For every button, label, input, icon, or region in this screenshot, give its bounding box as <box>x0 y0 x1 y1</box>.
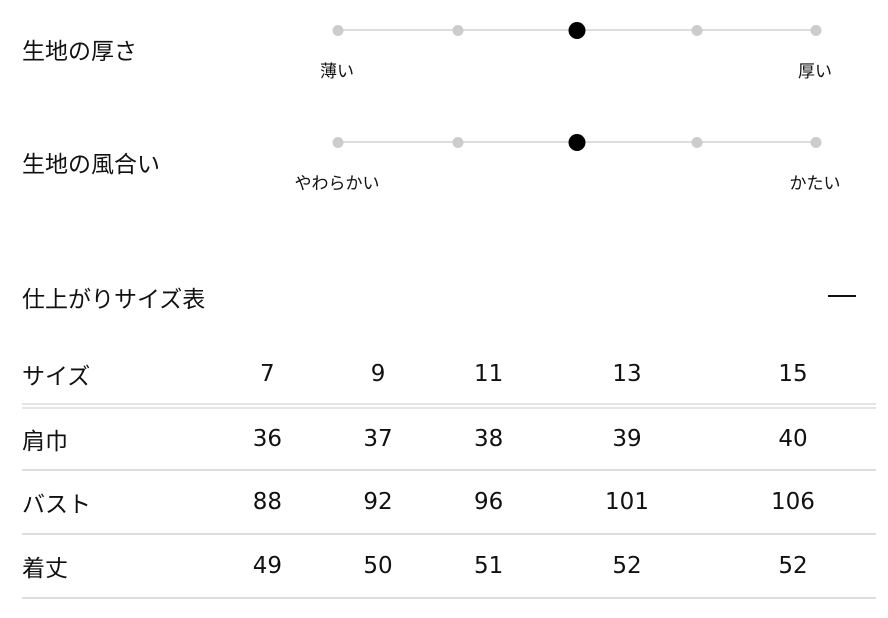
row-label: バスト <box>22 470 212 535</box>
scale-dot <box>332 137 344 148</box>
scale-dot <box>691 25 702 36</box>
header-cell: サイズ <box>22 344 212 409</box>
header-cell: 15 <box>709 344 876 409</box>
cell: 96 <box>433 470 545 535</box>
row-label: 肩巾 <box>22 406 212 471</box>
header-cell: 13 <box>544 344 710 409</box>
scale-min-label: 薄い <box>320 62 354 82</box>
cell: 39 <box>544 406 710 471</box>
scale-dot <box>332 25 344 36</box>
cell: 51 <box>433 534 545 599</box>
row-label: 着丈 <box>22 534 212 599</box>
header-cell: 7 <box>212 344 323 409</box>
size-table-title: 仕上がりサイズ表 <box>22 287 206 313</box>
size-table: サイズ 7 9 11 13 15 肩巾 36 37 38 39 40 バスト 8… <box>22 344 876 599</box>
cell: 92 <box>322 470 434 535</box>
cell: 52 <box>544 534 710 599</box>
attribute-title: 生地の風合い <box>22 152 160 178</box>
thickness-scale <box>332 22 822 39</box>
cell: 49 <box>212 534 323 599</box>
header-cell: 11 <box>433 344 545 409</box>
scale-dot-selected <box>568 134 586 151</box>
scale-max-label: かたい <box>789 174 841 194</box>
table-row: バスト 88 92 96 101 106 <box>22 470 876 535</box>
header-cell: 9 <box>322 344 434 409</box>
scale-dot <box>810 25 822 36</box>
attribute-title: 生地の厚さ <box>22 39 137 65</box>
table-row: 肩巾 36 37 38 39 40 <box>22 406 876 471</box>
cell: 101 <box>544 470 710 535</box>
scale-dot <box>452 137 463 148</box>
scale-max-label: 厚い <box>798 62 832 82</box>
scale-dot <box>452 25 463 36</box>
cell: 40 <box>709 406 876 471</box>
cell: 50 <box>322 534 434 599</box>
cell: 88 <box>212 470 323 535</box>
cell: 52 <box>709 534 876 599</box>
table-row: 着丈 49 50 51 52 52 <box>22 534 876 599</box>
scale-min-label: やわらかい <box>294 174 380 194</box>
cell: 106 <box>709 470 876 535</box>
scale-dot <box>691 137 702 148</box>
cell: 36 <box>212 406 323 471</box>
scale-dot-selected <box>568 22 586 39</box>
cell: 38 <box>433 406 545 471</box>
table-header-row: サイズ 7 9 11 13 15 <box>22 344 876 409</box>
texture-scale <box>332 134 822 151</box>
minus-icon[interactable] <box>828 295 856 297</box>
scale-dot <box>810 137 822 148</box>
cell: 37 <box>322 406 434 471</box>
